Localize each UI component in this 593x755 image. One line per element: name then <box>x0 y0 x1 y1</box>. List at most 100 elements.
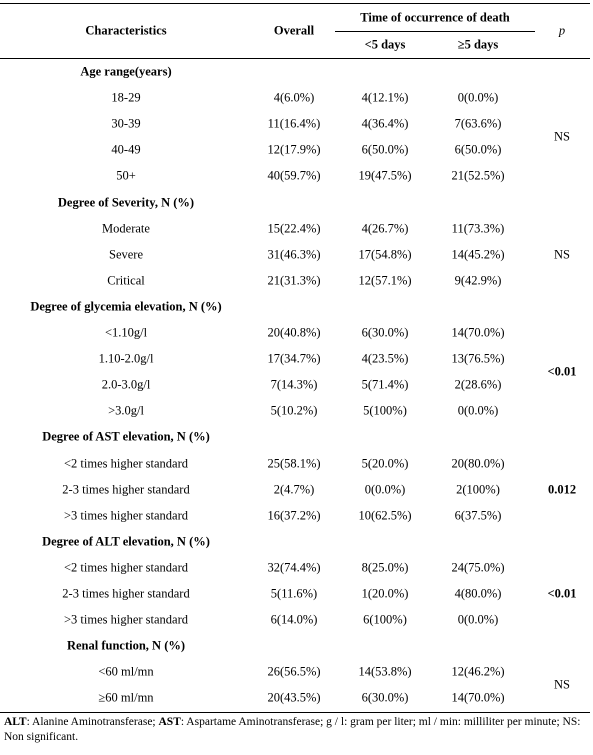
row-label: 2-3 times higher standard <box>62 586 190 601</box>
ge5-cell: 6(37.5%) <box>454 508 502 523</box>
header-ge5: ≥5 days <box>457 37 499 52</box>
overall-cell: 5(11.6%) <box>270 586 318 601</box>
ge5-cell: 13(76.5%) <box>451 351 505 366</box>
ge5-cell: 14(70.0%) <box>451 690 505 705</box>
ge5-cell: 6(50.0%) <box>454 142 502 157</box>
row-label: 30-39 <box>111 116 141 131</box>
overall-cell: 26(56.5%) <box>267 664 321 679</box>
p-value: NS <box>554 129 570 144</box>
lt5-cell: 17(54.8%) <box>358 247 412 262</box>
lt5-cell: 4(26.7%) <box>361 221 409 236</box>
p-value: <0.01 <box>547 586 577 601</box>
ge5-cell: 2(100%) <box>456 482 500 497</box>
row-label: 2-3 times higher standard <box>62 482 190 497</box>
row-label: ≥60 ml/mn <box>98 690 154 705</box>
overall-cell: 2(4.7%) <box>273 482 315 497</box>
overall-cell: 21(31.3%) <box>267 273 321 288</box>
ge5-cell: 0(0.0%) <box>457 90 499 105</box>
row-label: 50+ <box>116 168 136 183</box>
lt5-cell: 14(53.8%) <box>358 664 412 679</box>
p-value: 0.012 <box>547 482 577 497</box>
section-title: Renal function, N (%) <box>66 638 186 653</box>
ge5-cell: 4(80.0%) <box>454 586 502 601</box>
ge5-cell: 14(70.0%) <box>451 325 505 340</box>
row-label: <1.10g/l <box>104 325 148 340</box>
lt5-cell: 4(12.1%) <box>361 90 409 105</box>
p-value: <0.01 <box>547 364 577 379</box>
ge5-cell: 2(28.6%) <box>454 377 502 392</box>
section-title: Degree of ALT elevation, N (%) <box>42 534 210 549</box>
overall-cell: 7(14.3%) <box>270 377 318 392</box>
overall-cell: 20(40.8%) <box>267 325 321 340</box>
section-title: Degree of AST elevation, N (%) <box>42 429 210 444</box>
overall-cell: 11(16.4%) <box>267 116 321 131</box>
ge5-cell: 11(73.3%) <box>451 221 505 236</box>
lt5-cell: 1(20.0%) <box>361 586 409 601</box>
row-label: <2 times higher standard <box>63 456 189 470</box>
overall-cell: 4(6.0%) <box>273 90 315 105</box>
ge5-cell: 7(63.6%) <box>454 116 502 131</box>
row-label: 18-29 <box>111 90 141 105</box>
lt5-cell: 6(50.0%) <box>361 142 409 157</box>
overall-cell: 5(10.2%) <box>270 403 318 418</box>
group-rule <box>335 31 535 32</box>
header-p: p <box>558 23 566 38</box>
ge5-cell: 20(80.0%) <box>451 456 505 470</box>
overall-cell: 32(74.4%) <box>267 560 321 575</box>
header-time-group: Time of occurrence of death <box>360 10 510 25</box>
lt5-cell: 6(100%) <box>363 612 407 627</box>
ge5-cell: 0(0.0%) <box>457 403 499 418</box>
header-overall: Overall <box>273 23 315 38</box>
row-label: <60 ml/mn <box>98 664 154 679</box>
lt5-cell: 4(23.5%) <box>361 351 409 366</box>
section-title: Degree of glycemia elevation, N (%) <box>30 299 222 314</box>
overall-cell: 20(43.5%) <box>267 690 321 705</box>
row-label: Critical <box>107 273 145 288</box>
overall-cell: 31(46.3%) <box>267 247 321 262</box>
row-label: 2.0-3.0g/l <box>101 377 151 392</box>
ge5-cell: 21(52.5%) <box>451 168 505 183</box>
lt5-cell: 6(30.0%) <box>361 690 409 705</box>
overall-cell: 15(22.4%) <box>267 221 321 236</box>
row-label: >3.0g/l <box>108 403 144 418</box>
lt5-cell: 5(71.4%) <box>361 377 409 392</box>
top-rule <box>0 3 590 4</box>
footnote: ALT: Alanine Aminotransferase; AST: Aspa… <box>4 715 590 745</box>
row-label: <2 times higher standard <box>63 560 189 575</box>
row-label: 1.10-2.0g/l <box>98 351 154 366</box>
lt5-cell: 0(0.0%) <box>364 482 406 497</box>
lt5-cell: 12(57.1%) <box>358 273 412 288</box>
header-lt5: <5 days <box>364 37 406 52</box>
overall-cell: 40(59.7%) <box>267 168 321 183</box>
lt5-cell: 5(100%) <box>363 403 407 418</box>
ge5-cell: 12(46.2%) <box>451 664 505 679</box>
lt5-cell: 6(30.0%) <box>361 325 409 340</box>
ge5-cell: 24(75.0%) <box>451 560 505 575</box>
header-characteristics: Characteristics <box>85 23 167 38</box>
row-label: >3 times higher standard <box>63 612 189 627</box>
footnote-part: : Aspartame Aminotransferase; g / l: gra… <box>4 716 581 743</box>
ge5-cell: 9(42.9%) <box>454 273 502 288</box>
overall-cell: 12(17.9%) <box>267 142 321 157</box>
row-label: 40-49 <box>111 142 141 157</box>
bottom-rule <box>0 712 590 713</box>
lt5-cell: 10(62.5%) <box>358 508 412 523</box>
section-title: Degree of Severity, N (%) <box>57 195 195 209</box>
overall-cell: 16(37.2%) <box>267 508 321 523</box>
row-label: >3 times higher standard <box>63 508 189 523</box>
footnote-part: AST <box>158 716 181 728</box>
lt5-cell: 5(20.0%) <box>361 456 409 470</box>
lt5-cell: 19(47.5%) <box>358 168 412 183</box>
p-value: NS <box>554 677 570 692</box>
overall-cell: 6(14.0%) <box>270 612 318 627</box>
lt5-cell: 8(25.0%) <box>361 560 409 575</box>
footnote-part: : Alanine Aminotransferase; <box>26 716 159 728</box>
footnote-part: ALT <box>4 716 27 728</box>
section-title: Age range(years) <box>80 64 172 79</box>
header-rule <box>0 58 590 59</box>
ge5-cell: 14(45.2%) <box>451 247 505 262</box>
lt5-cell: 4(36.4%) <box>361 116 409 131</box>
row-label: Severe <box>108 247 144 262</box>
overall-cell: 25(58.1%) <box>267 456 321 470</box>
